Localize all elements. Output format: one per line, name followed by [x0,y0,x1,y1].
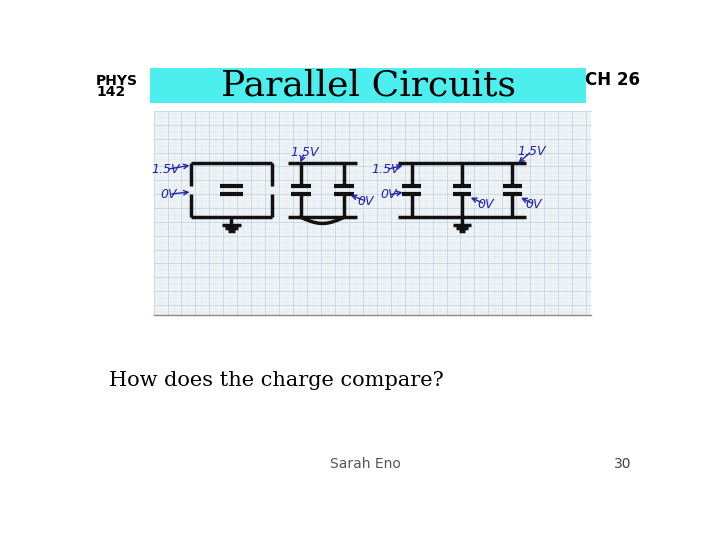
Text: CH 26: CH 26 [585,71,640,89]
Text: 142: 142 [96,85,125,99]
Text: 1.5V: 1.5V [152,163,180,176]
Text: 0V: 0V [526,198,542,211]
Text: How does the charge compare?: How does the charge compare? [109,372,444,390]
Text: 1.5V: 1.5V [518,145,546,158]
Text: Sarah Eno: Sarah Eno [330,457,400,471]
Text: 30: 30 [613,457,631,471]
Bar [153,111,591,315]
Text: Parallel Circuits: Parallel Circuits [221,69,516,103]
Text: 0V: 0V [477,198,493,211]
Text: 1.5V: 1.5V [290,146,319,159]
Text: 0V: 0V [380,188,397,201]
Text: 0V: 0V [161,188,177,201]
Text: 0V: 0V [358,194,374,207]
Text: 1.5V: 1.5V [372,163,400,176]
Bar [150,68,586,103]
Text: PHYS: PHYS [96,74,138,88]
